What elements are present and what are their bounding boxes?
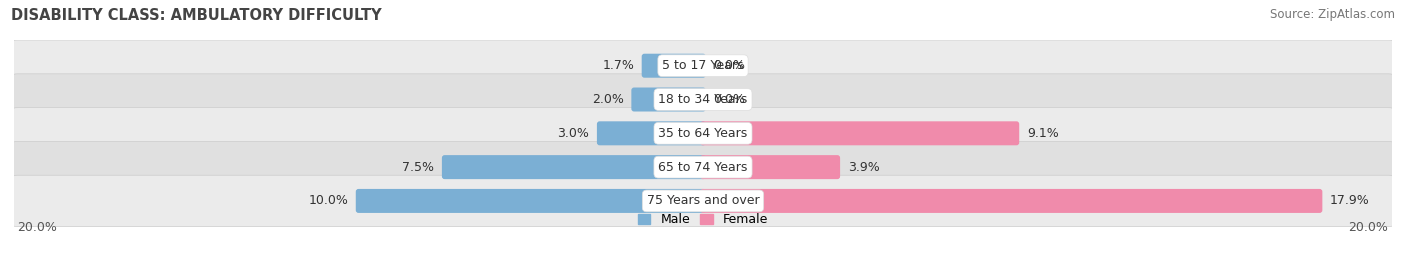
Text: DISABILITY CLASS: AMBULATORY DIFFICULTY: DISABILITY CLASS: AMBULATORY DIFFICULTY [11,8,382,23]
Text: 3.0%: 3.0% [557,127,589,140]
Text: 2.0%: 2.0% [592,93,624,106]
FancyBboxPatch shape [700,189,1323,213]
FancyBboxPatch shape [631,87,706,112]
FancyBboxPatch shape [7,74,1399,125]
FancyBboxPatch shape [7,141,1399,193]
Text: 9.1%: 9.1% [1026,127,1059,140]
FancyBboxPatch shape [7,108,1399,159]
FancyBboxPatch shape [7,40,1399,91]
Text: 20.0%: 20.0% [17,221,58,234]
Text: 20.0%: 20.0% [1348,221,1389,234]
Text: 18 to 34 Years: 18 to 34 Years [658,93,748,106]
FancyBboxPatch shape [441,155,706,179]
Text: 10.0%: 10.0% [308,194,349,207]
Text: 0.0%: 0.0% [713,59,745,72]
FancyBboxPatch shape [700,155,841,179]
FancyBboxPatch shape [598,121,706,145]
Text: 3.9%: 3.9% [848,161,879,174]
Text: 1.7%: 1.7% [602,59,634,72]
FancyBboxPatch shape [7,175,1399,226]
Text: 17.9%: 17.9% [1330,194,1369,207]
Text: 65 to 74 Years: 65 to 74 Years [658,161,748,174]
Text: 5 to 17 Years: 5 to 17 Years [662,59,744,72]
Legend: Male, Female: Male, Female [638,213,768,226]
FancyBboxPatch shape [641,54,706,78]
FancyBboxPatch shape [356,189,706,213]
FancyBboxPatch shape [700,121,1019,145]
Text: 75 Years and over: 75 Years and over [647,194,759,207]
Text: 7.5%: 7.5% [402,161,434,174]
Text: 0.0%: 0.0% [713,93,745,106]
Text: 35 to 64 Years: 35 to 64 Years [658,127,748,140]
Text: Source: ZipAtlas.com: Source: ZipAtlas.com [1270,8,1395,21]
